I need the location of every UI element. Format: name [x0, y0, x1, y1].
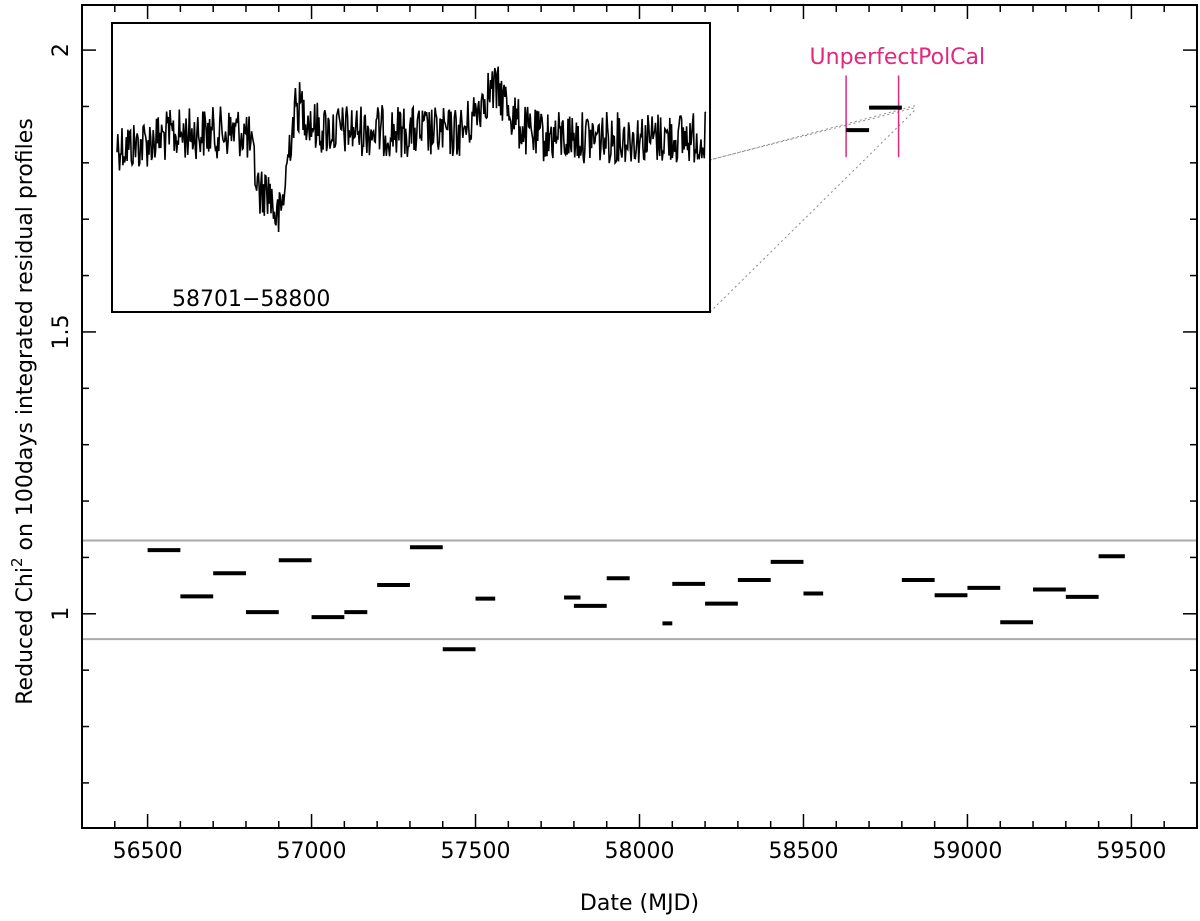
axis-tick-labels: 56500 57000 57500 58000 58500 59000 59500 1 1.5 2	[49, 43, 1166, 864]
reference-lines	[82, 539, 1197, 641]
y-axis-title-tail: on 100days integrated residual profiles	[13, 118, 38, 557]
annotation-markers	[845, 75, 900, 158]
x-tick-label: 58500	[768, 839, 838, 864]
x-tick-label: 59500	[1096, 839, 1166, 864]
x-tick-label: 58000	[605, 839, 675, 864]
y-tick-label: 2	[49, 43, 74, 57]
x-tick-label: 56500	[113, 839, 183, 864]
x-axis-title: Date (MJD)	[580, 891, 699, 916]
inset-trace	[116, 66, 707, 233]
y-axis-title: Reduced Chi2 on 100days integrated resid…	[8, 118, 39, 705]
x-tick-label: 57500	[441, 839, 511, 864]
inset-label: 58701−58800	[172, 287, 330, 312]
y-tick-label: 1	[49, 607, 74, 621]
y-axis-title-main: Reduced Chi	[13, 567, 38, 705]
y-axis-title-superscript: 2	[8, 557, 26, 567]
connector-line	[111, 107, 916, 313]
y-tick-label: 1.5	[49, 314, 74, 349]
data-segments	[147, 105, 1125, 652]
connector-line	[709, 109, 916, 313]
x-tick-label: 57000	[277, 839, 347, 864]
inset-connector-lines	[111, 105, 916, 313]
x-tick-label: 59000	[932, 839, 1002, 864]
connector-line	[709, 105, 916, 161]
axis-ticks	[82, 5, 1197, 828]
inset-panel	[111, 22, 711, 313]
annotation-label: UnperfectPolCal	[810, 45, 986, 70]
inset-frame	[111, 22, 711, 313]
